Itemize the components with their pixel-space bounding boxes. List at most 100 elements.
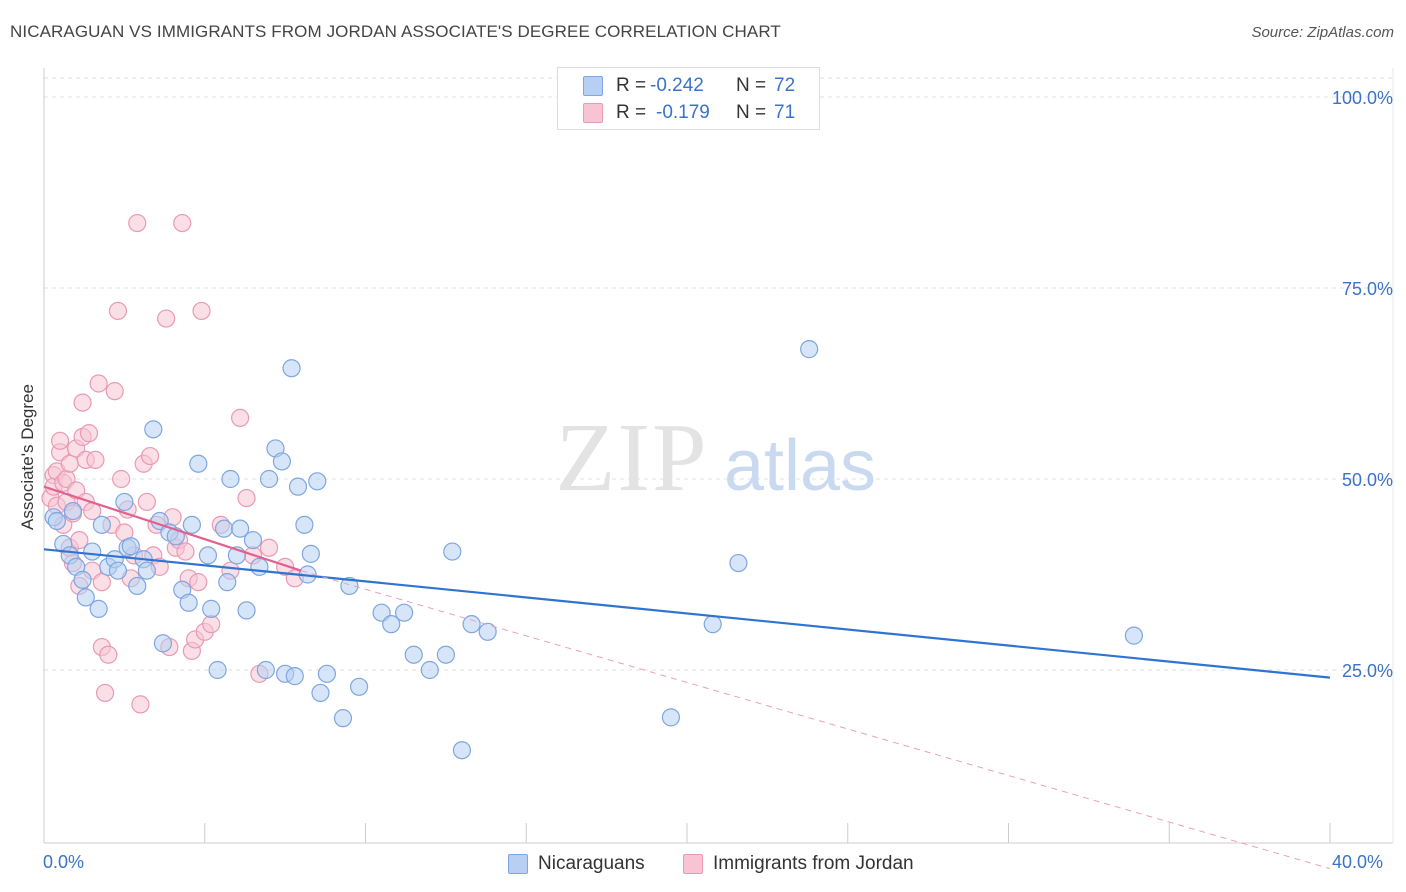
point-jordan (50, 431, 70, 450)
trendline-jordan-extension (301, 570, 1331, 870)
point-nicaraguans (288, 477, 308, 496)
point-nicaraguans (800, 340, 819, 359)
point-nicaraguans (92, 515, 111, 534)
legend-label: Immigrants from Jordan (713, 853, 914, 874)
point-nicaraguans (250, 557, 269, 576)
point-nicaraguans (404, 645, 423, 664)
point-jordan (237, 489, 256, 508)
point-jordan (173, 213, 192, 233)
point-jordan (157, 309, 176, 328)
point-nicaraguans (182, 515, 201, 534)
point-nicaraguans (452, 741, 472, 760)
y-axis-label: Associate's Degree (18, 384, 37, 530)
point-nicaraguans (1124, 626, 1143, 645)
n-value: 72 (774, 75, 796, 96)
grid-layer (44, 77, 1393, 671)
point-nicaraguans (301, 544, 320, 563)
point-jordan (86, 450, 105, 469)
point-jordan (131, 695, 150, 714)
point-nicaraguans (189, 454, 208, 473)
point-nicaraguans (703, 615, 722, 634)
point-nicaraguans (462, 615, 481, 634)
n-label: N = (736, 102, 767, 123)
point-nicaraguans (179, 593, 198, 612)
point-jordan (128, 213, 147, 233)
r-label: R = (616, 102, 647, 123)
point-jordan (95, 683, 115, 703)
point-nicaraguans (73, 570, 92, 589)
point-nicaraguans (243, 531, 263, 550)
point-jordan (231, 408, 250, 427)
point-nicaraguans (76, 588, 95, 607)
point-nicaraguans (144, 420, 163, 439)
point-nicaraguans (308, 472, 327, 491)
r-value: -0.242 (650, 75, 704, 96)
point-nicaraguans (382, 615, 401, 634)
point-nicaraguans (420, 660, 439, 680)
point-nicaraguans (231, 519, 250, 538)
point-jordan (60, 454, 79, 473)
watermark-atlas: atlas (724, 426, 876, 506)
point-nicaraguans (394, 603, 414, 622)
point-nicaraguans (121, 537, 140, 556)
point-nicaraguans (218, 573, 237, 592)
point-nicaraguans (478, 622, 497, 641)
point-jordan (73, 393, 92, 412)
point-nicaraguans (202, 599, 221, 618)
legend-swatch-pink (683, 854, 703, 874)
point-nicaraguans (256, 660, 275, 680)
point-nicaraguans (63, 501, 83, 521)
y-tick-label: 75.0% (1342, 279, 1393, 299)
point-jordan (202, 615, 221, 634)
x-tick-min: 0.0% (43, 852, 85, 872)
point-jordan (259, 538, 279, 557)
point-nicaraguans (661, 708, 681, 727)
point-nicaraguans (153, 634, 173, 653)
point-nicaraguans (333, 709, 353, 728)
source-label: Source: ZipAtlas.com (1251, 24, 1394, 41)
point-nicaraguans (214, 519, 234, 538)
point-jordan (176, 542, 195, 561)
axis-layer (43, 68, 1394, 844)
point-nicaraguans (340, 576, 359, 596)
point-nicaraguans (208, 660, 227, 680)
point-jordan (89, 374, 108, 393)
watermark-zip: ZIP (556, 404, 709, 512)
r-label: R = (616, 75, 647, 96)
point-nicaraguans (198, 546, 218, 565)
point-jordan (79, 424, 99, 443)
legend-swatch-pink (583, 103, 603, 123)
point-jordan (189, 573, 208, 592)
points-layer (41, 213, 1143, 760)
point-jordan (140, 446, 160, 466)
trendline-nicaraguans (43, 548, 1331, 679)
point-jordan (137, 492, 156, 512)
legend-label: Nicaraguans (538, 853, 645, 874)
point-nicaraguans (115, 492, 134, 512)
point-jordan (108, 301, 128, 321)
point-nicaraguans (259, 469, 279, 489)
point-nicaraguans (285, 667, 304, 686)
point-nicaraguans (729, 553, 748, 573)
y-tick-label: 25.0% (1342, 661, 1393, 681)
point-nicaraguans (89, 599, 108, 618)
point-nicaraguans (282, 359, 301, 378)
point-jordan (192, 301, 211, 321)
r-value: -0.179 (656, 102, 710, 123)
n-value: 71 (774, 102, 796, 123)
point-nicaraguans (436, 645, 455, 664)
n-label: N = (736, 75, 767, 96)
point-jordan (99, 645, 118, 664)
point-nicaraguans (311, 683, 330, 703)
point-nicaraguans (272, 452, 292, 471)
legend-swatch-blue (583, 76, 603, 96)
point-jordan (92, 573, 111, 592)
y-tick-label: 50.0% (1342, 470, 1393, 490)
point-nicaraguans (137, 561, 156, 580)
x-tick-max: 40.0% (1332, 852, 1384, 872)
point-nicaraguans (83, 542, 102, 561)
point-nicaraguans (349, 677, 369, 696)
point-nicaraguans (237, 601, 256, 620)
trendline-jordan (43, 485, 302, 572)
